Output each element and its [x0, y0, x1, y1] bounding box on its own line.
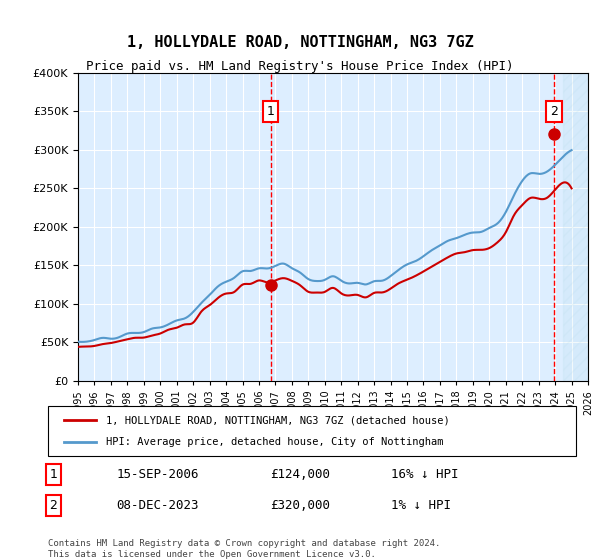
Text: 2: 2: [550, 105, 558, 118]
Text: 1: 1: [267, 105, 275, 118]
Text: 1: 1: [49, 468, 57, 481]
Text: 15-SEP-2006: 15-SEP-2006: [116, 468, 199, 481]
Text: Price paid vs. HM Land Registry's House Price Index (HPI): Price paid vs. HM Land Registry's House …: [86, 60, 514, 73]
Text: 2: 2: [49, 499, 57, 512]
Text: HPI: Average price, detached house, City of Nottingham: HPI: Average price, detached house, City…: [106, 437, 443, 447]
Text: £320,000: £320,000: [270, 499, 330, 512]
Text: This data is licensed under the Open Government Licence v3.0.: This data is licensed under the Open Gov…: [48, 550, 376, 559]
Text: 1, HOLLYDALE ROAD, NOTTINGHAM, NG3 7GZ (detached house): 1, HOLLYDALE ROAD, NOTTINGHAM, NG3 7GZ (…: [106, 415, 450, 425]
Text: 1% ↓ HPI: 1% ↓ HPI: [391, 499, 451, 512]
Text: £124,000: £124,000: [270, 468, 330, 481]
FancyBboxPatch shape: [48, 406, 576, 456]
Text: 16% ↓ HPI: 16% ↓ HPI: [391, 468, 459, 481]
Text: 08-DEC-2023: 08-DEC-2023: [116, 499, 199, 512]
Bar: [563, 73, 596, 381]
Text: Contains HM Land Registry data © Crown copyright and database right 2024.: Contains HM Land Registry data © Crown c…: [48, 539, 440, 548]
Text: 1, HOLLYDALE ROAD, NOTTINGHAM, NG3 7GZ: 1, HOLLYDALE ROAD, NOTTINGHAM, NG3 7GZ: [127, 35, 473, 50]
